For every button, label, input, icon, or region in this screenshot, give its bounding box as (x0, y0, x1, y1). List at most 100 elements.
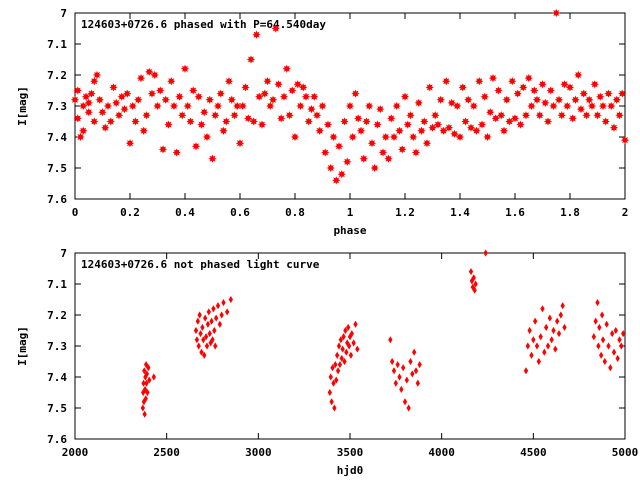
data-point (596, 92, 605, 101)
data-point (197, 311, 202, 319)
x-tick-label: 3000 (245, 446, 272, 459)
data-point (271, 24, 280, 33)
data-point (346, 342, 352, 350)
data-point (194, 336, 200, 344)
data-point (169, 101, 179, 111)
data-point (340, 117, 349, 126)
data-point (328, 373, 333, 381)
data-point (288, 86, 297, 95)
data-point (310, 92, 319, 101)
data-point (224, 77, 234, 86)
data-point (612, 95, 621, 104)
data-point (335, 351, 340, 359)
data-point (477, 120, 487, 129)
data-point (213, 342, 218, 350)
data-point (450, 129, 459, 139)
data-point (354, 114, 363, 123)
data-point (610, 330, 615, 338)
data-point (353, 320, 358, 328)
data-point (519, 83, 528, 92)
data-points (140, 249, 626, 418)
data-point (103, 101, 113, 111)
data-point (466, 123, 476, 132)
y-tick-label: 7 (60, 247, 67, 260)
data-point (158, 145, 168, 154)
data-point (279, 92, 289, 101)
data-point (333, 361, 338, 369)
data-point (365, 101, 374, 111)
data-point (323, 120, 333, 129)
data-point (79, 101, 88, 111)
data-point (444, 123, 454, 132)
data-point (442, 77, 451, 86)
data-point (172, 148, 181, 157)
data-point (70, 95, 80, 104)
data-point (327, 388, 332, 397)
data-point (346, 323, 351, 331)
data-point (513, 89, 522, 98)
data-point (530, 86, 539, 95)
data-point (293, 80, 302, 89)
data-point (516, 120, 525, 129)
data-point (620, 135, 630, 145)
data-point (249, 117, 258, 126)
data-point (406, 404, 411, 412)
data-point (109, 83, 118, 92)
data-point (604, 89, 613, 98)
data-point (373, 120, 382, 129)
data-point (453, 101, 462, 111)
data-point (209, 317, 214, 325)
data-point (611, 348, 617, 356)
data-point (143, 361, 149, 369)
data-point (144, 370, 150, 378)
data-point (290, 132, 300, 142)
data-point (552, 8, 561, 18)
data-point (227, 95, 236, 104)
data-point (431, 111, 440, 120)
data-point (556, 330, 562, 338)
data-point (106, 117, 115, 126)
y-tick-label: 7.3 (47, 340, 67, 353)
data-point (491, 114, 500, 123)
data-point (604, 320, 609, 328)
data-point (557, 111, 566, 120)
x-tick-label: 0.6 (230, 206, 250, 219)
data-point (252, 30, 261, 39)
data-point (596, 342, 601, 350)
data-point (597, 323, 602, 331)
data-point (399, 385, 404, 393)
data-point (527, 326, 532, 335)
data-point (618, 89, 627, 98)
x-tick-label: 1.2 (395, 206, 415, 219)
data-point (378, 148, 388, 157)
data-point (175, 92, 184, 101)
data-point (238, 101, 247, 111)
data-point (87, 89, 96, 98)
data-point (164, 120, 173, 129)
data-point (321, 148, 330, 157)
y-tick-label: 7.5 (47, 402, 67, 415)
data-point (178, 111, 187, 120)
data-point (145, 388, 150, 397)
data-point (203, 333, 209, 341)
data-point (527, 101, 536, 111)
data-point (389, 132, 399, 142)
data-point (215, 302, 221, 310)
data-point (593, 317, 598, 325)
data-point (206, 308, 211, 316)
data-point (76, 132, 85, 142)
data-point (425, 83, 434, 92)
x-tick-label: 3500 (337, 446, 364, 459)
data-point (591, 333, 596, 341)
data-point (538, 80, 547, 89)
data-point (101, 123, 110, 132)
data-point (543, 117, 553, 126)
data-point (560, 302, 565, 310)
x-tick-label: 0 (72, 206, 79, 219)
data-point (349, 330, 354, 338)
data-point (571, 95, 580, 104)
data-point (381, 132, 390, 142)
data-point (613, 326, 618, 335)
x-tick-label: 4000 (428, 446, 455, 459)
